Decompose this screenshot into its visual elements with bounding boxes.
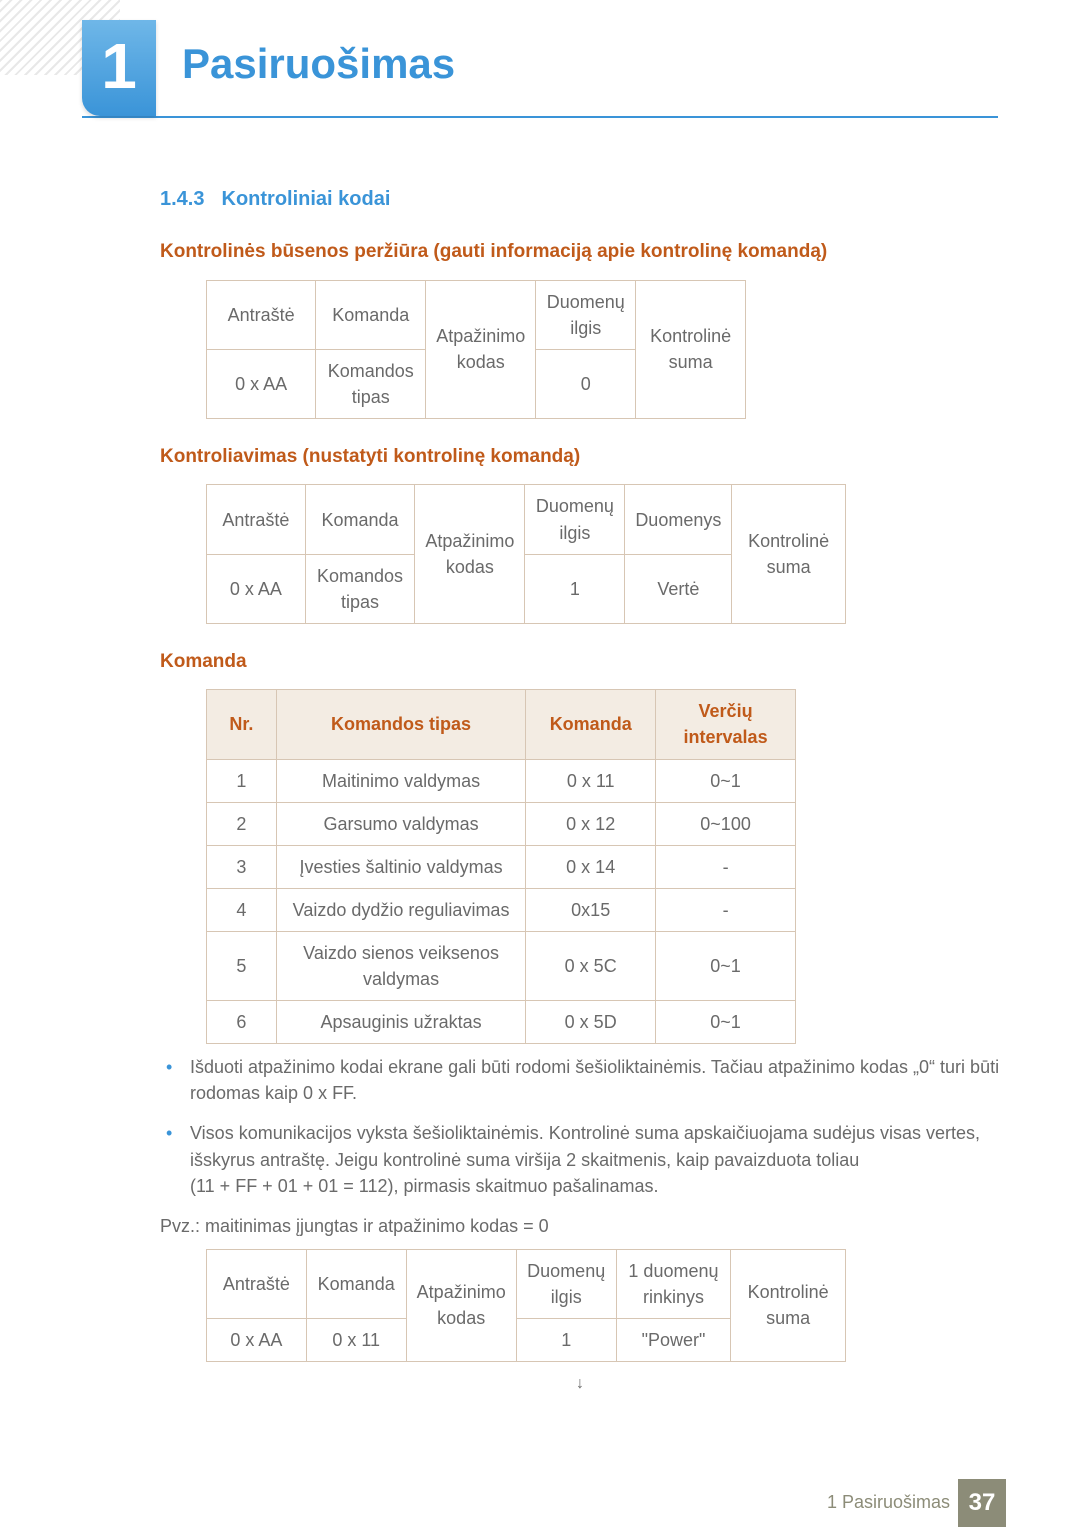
- cell: Kontrolinė suma: [732, 485, 846, 623]
- table-row: 3 Įvesties šaltinio valdymas 0 x 14 -: [207, 845, 796, 888]
- table-row: 2 Garsumo valdymas 0 x 12 0~100: [207, 802, 796, 845]
- col-command: Komanda: [526, 690, 656, 759]
- chapter-title: Pasiruošimas: [182, 34, 455, 95]
- col-type: Komandos tipas: [276, 690, 525, 759]
- cell: 4: [207, 888, 277, 931]
- cell: "Power": [616, 1318, 731, 1361]
- cell: 0~1: [656, 759, 796, 802]
- table-row: 5 Vaizdo sienos veiksenos valdymas 0 x 5…: [207, 931, 796, 1000]
- subheading-status-review: Kontrolinės būsenos peržiūra (gauti info…: [160, 238, 1000, 266]
- cell: Vaizdo sienos veiksenos valdymas: [276, 931, 525, 1000]
- cell: Atpažinimo kodas: [426, 280, 536, 418]
- cell: Garsumo valdymas: [276, 802, 525, 845]
- cell: Atpažinimo kodas: [415, 485, 525, 623]
- notes-list: Išduoti atpažinimo kodai ekrane gali būt…: [160, 1054, 1000, 1198]
- cell: 0 x AA: [207, 1318, 307, 1361]
- table-row: 1 Maitinimo valdymas 0 x 11 0~1: [207, 759, 796, 802]
- note-line-2: (11 + FF + 01 + 01 = 112), pirmasis skai…: [190, 1176, 659, 1196]
- page-footer: 1 Pasiruošimas 37: [0, 1479, 1080, 1527]
- cell: Kontrolinė suma: [731, 1249, 846, 1361]
- cell: 3: [207, 845, 277, 888]
- example-line: Pvz.: maitinimas įjungtas ir atpažinimo …: [160, 1213, 1000, 1239]
- cell: 1: [525, 554, 625, 623]
- cell: Antraštė: [207, 280, 316, 349]
- cell: 0~1: [656, 931, 796, 1000]
- cell: 1: [516, 1318, 616, 1361]
- cell: 0 x 12: [526, 802, 656, 845]
- col-nr: Nr.: [207, 690, 277, 759]
- subheading-command: Komanda: [160, 648, 1000, 676]
- cell: Komandos tipas: [316, 349, 426, 418]
- table-row: 6 Apsauginis užraktas 0 x 5D 0~1: [207, 1001, 796, 1044]
- cell: 2: [207, 802, 277, 845]
- table-row: 4 Vaizdo dydžio reguliavimas 0x15 -: [207, 888, 796, 931]
- table-control: Antraštė Komanda Atpažinimo kodas Duomen…: [206, 484, 846, 623]
- cell: 0 x AA: [207, 554, 306, 623]
- section-number: 1.4.3: [160, 188, 204, 210]
- cell: Duomenų ilgis: [536, 280, 636, 349]
- cell: 5: [207, 931, 277, 1000]
- cell: Maitinimo valdymas: [276, 759, 525, 802]
- cell: 0: [536, 349, 636, 418]
- table-command-list: Nr. Komandos tipas Komanda Verčių interv…: [206, 689, 796, 1044]
- cell: Duomenų ilgis: [516, 1249, 616, 1318]
- cell: 0~100: [656, 802, 796, 845]
- cell: Apsauginis užraktas: [276, 1001, 525, 1044]
- cell: 1: [207, 759, 277, 802]
- cell: Duomenų ilgis: [525, 485, 625, 554]
- cell: Vaizdo dydžio reguliavimas: [276, 888, 525, 931]
- cell: Komanda: [306, 1249, 406, 1318]
- cell: Komanda: [316, 280, 426, 349]
- cell: 0 x 5C: [526, 931, 656, 1000]
- cell: 0 x 14: [526, 845, 656, 888]
- page-content: 1.4.3 Kontroliniai kodai Kontrolinės būs…: [160, 185, 1000, 1395]
- table-example: Antraštė Komanda Atpažinimo kodas Duomen…: [206, 1249, 846, 1362]
- cell: Duomenys: [625, 485, 732, 554]
- header-rule: [82, 116, 998, 118]
- cell: Antraštė: [207, 485, 306, 554]
- cell: 1 duomenų rinkinys: [616, 1249, 731, 1318]
- cell: Atpažinimo kodas: [406, 1249, 516, 1361]
- cell: Komanda: [305, 485, 415, 554]
- section-title: Kontroliniai kodai: [222, 188, 391, 210]
- cell: Antraštė: [207, 1249, 307, 1318]
- footer-chapter-label: 1 Pasiruošimas: [827, 1489, 950, 1515]
- cell: Įvesties šaltinio valdymas: [276, 845, 525, 888]
- cell: 0 x 11: [526, 759, 656, 802]
- cell: 0 x AA: [207, 349, 316, 418]
- list-item: Visos komunikacijos vyksta šešioliktainė…: [160, 1120, 1000, 1198]
- cell: -: [656, 845, 796, 888]
- note-line-1: Visos komunikacijos vyksta šešioliktainė…: [190, 1123, 980, 1169]
- cell: -: [656, 888, 796, 931]
- section-heading: 1.4.3 Kontroliniai kodai: [160, 185, 1000, 214]
- subheading-control: Kontroliavimas (nustatyti kontrolinę kom…: [160, 443, 1000, 471]
- cell: 6: [207, 1001, 277, 1044]
- cell: Vertė: [625, 554, 732, 623]
- cell: Kontrolinė suma: [636, 280, 746, 418]
- cell: 0 x 11: [306, 1318, 406, 1361]
- col-range: Verčių intervalas: [656, 690, 796, 759]
- cell: 0 x 5D: [526, 1001, 656, 1044]
- cell: Komandos tipas: [305, 554, 415, 623]
- list-item: Išduoti atpažinimo kodai ekrane gali būt…: [160, 1054, 1000, 1106]
- down-arrow-icon: ↓: [160, 1372, 1000, 1395]
- cell: 0~1: [656, 1001, 796, 1044]
- cell: 0x15: [526, 888, 656, 931]
- table-status-review: Antraštė Komanda Atpažinimo kodas Duomen…: [206, 280, 746, 419]
- chapter-number-tab: 1: [82, 20, 156, 116]
- footer-page-number: 37: [958, 1479, 1006, 1527]
